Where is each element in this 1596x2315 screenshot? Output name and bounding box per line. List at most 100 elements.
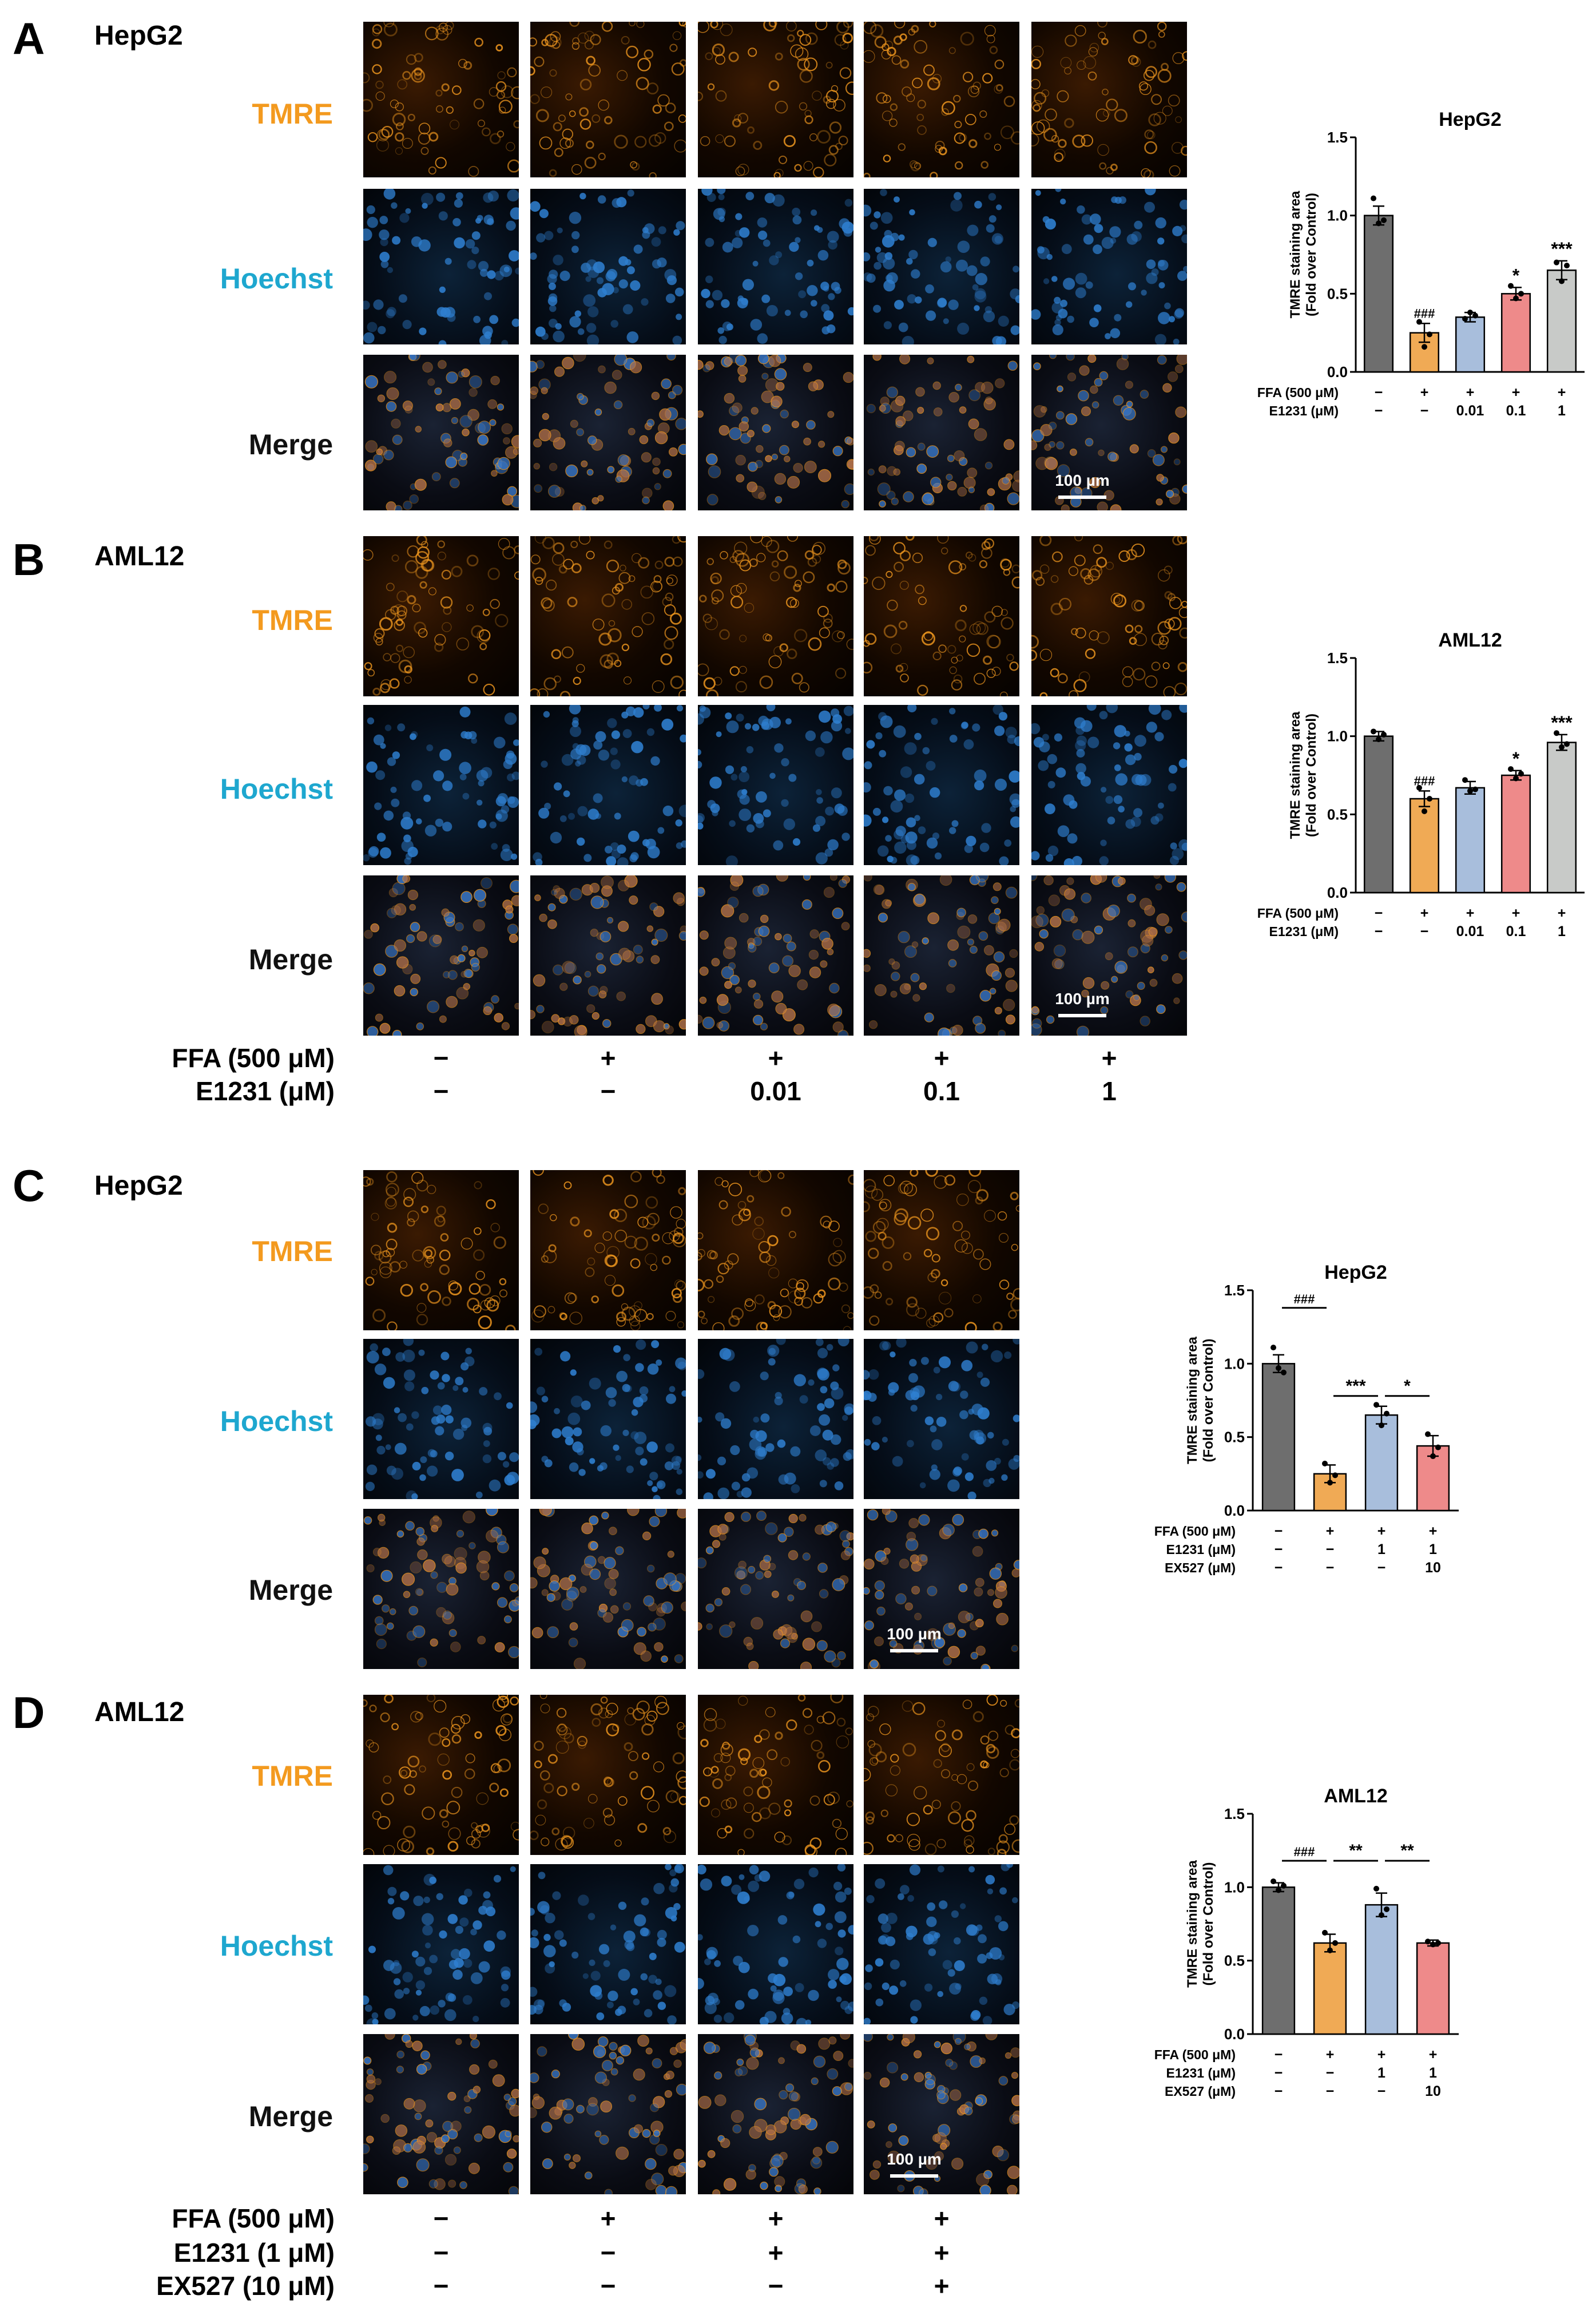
cell xyxy=(999,691,1008,696)
cell xyxy=(389,678,400,689)
cell xyxy=(993,951,1005,963)
cell xyxy=(1099,856,1109,865)
cell xyxy=(397,723,406,732)
cell xyxy=(371,1269,378,1275)
cell xyxy=(712,2189,721,2194)
bracket-label: ** xyxy=(1349,1841,1363,1860)
cell xyxy=(754,1294,765,1305)
cell xyxy=(834,34,847,46)
cell xyxy=(713,1753,723,1763)
cell xyxy=(1131,231,1142,242)
cell xyxy=(494,1013,503,1022)
cell xyxy=(927,357,934,364)
cell xyxy=(489,1782,499,1793)
cell xyxy=(501,1022,510,1030)
cell xyxy=(402,138,413,149)
cell xyxy=(1031,570,1043,581)
cell xyxy=(840,1550,851,1560)
cell xyxy=(987,635,1001,649)
cell xyxy=(387,757,396,766)
cell xyxy=(718,216,725,223)
cell xyxy=(980,1377,990,1387)
cell xyxy=(645,2179,657,2190)
cell xyxy=(415,426,422,433)
micrograph-hoechst xyxy=(530,1864,686,2024)
cell xyxy=(574,310,581,317)
cell xyxy=(387,307,396,316)
cell xyxy=(910,1999,922,2011)
cell xyxy=(397,79,408,90)
cell xyxy=(590,1985,602,1997)
cell xyxy=(416,1179,428,1192)
cell xyxy=(956,1193,969,1206)
cell xyxy=(557,1723,567,1733)
cell xyxy=(559,1577,573,1591)
cell xyxy=(411,236,422,247)
cell xyxy=(726,323,733,331)
bracket-label: *** xyxy=(1345,1377,1365,1396)
cell xyxy=(878,1935,887,1945)
cell xyxy=(618,572,631,584)
cell xyxy=(766,305,778,316)
cell xyxy=(403,1339,414,1346)
cell xyxy=(454,237,465,249)
cell xyxy=(805,2019,812,2024)
cell xyxy=(1039,564,1050,574)
cell xyxy=(652,457,661,466)
cell xyxy=(757,355,769,364)
cell xyxy=(832,907,844,919)
cell xyxy=(798,290,806,299)
cell xyxy=(961,1453,969,1461)
cell xyxy=(571,231,580,240)
condition-value: − xyxy=(1377,1560,1386,1576)
cell xyxy=(598,750,610,761)
cell xyxy=(788,2091,799,2102)
cell xyxy=(618,879,630,891)
cell xyxy=(834,1911,847,1923)
cell xyxy=(1085,281,1093,289)
cell xyxy=(739,665,747,674)
cell xyxy=(698,92,704,101)
cell xyxy=(463,2095,471,2102)
bracket-label: ** xyxy=(1400,1841,1414,1860)
cell xyxy=(626,266,635,275)
cell xyxy=(1045,108,1057,121)
cell xyxy=(559,1313,567,1321)
cell xyxy=(398,294,407,303)
cell xyxy=(482,1454,492,1464)
cell xyxy=(372,28,380,37)
cell xyxy=(442,1612,455,1624)
cell xyxy=(377,394,386,403)
cell xyxy=(504,1570,515,1581)
cell xyxy=(906,840,916,850)
cell xyxy=(831,282,840,291)
cell xyxy=(420,146,429,155)
cell xyxy=(474,2133,483,2142)
cell xyxy=(471,1839,481,1849)
cell xyxy=(383,810,394,821)
cell xyxy=(427,1290,441,1304)
cell xyxy=(864,50,875,63)
cell xyxy=(866,1713,875,1722)
cell xyxy=(891,55,902,65)
cell xyxy=(794,1287,806,1299)
cell xyxy=(674,1279,684,1289)
cell xyxy=(947,645,956,654)
cell xyxy=(731,1884,742,1895)
cell xyxy=(652,581,663,592)
cell xyxy=(915,387,925,397)
data-point xyxy=(1276,1887,1281,1893)
cell xyxy=(398,659,412,673)
cell xyxy=(1167,593,1176,601)
cell xyxy=(1013,1454,1019,1462)
cell xyxy=(739,808,752,821)
cell xyxy=(788,774,797,782)
cell xyxy=(746,2057,759,2070)
cell xyxy=(562,1016,573,1026)
cell xyxy=(1039,692,1048,696)
cell xyxy=(827,1462,835,1470)
cell xyxy=(729,1381,740,1392)
cell xyxy=(590,1703,603,1716)
cell xyxy=(894,300,904,310)
cell xyxy=(796,2044,807,2054)
